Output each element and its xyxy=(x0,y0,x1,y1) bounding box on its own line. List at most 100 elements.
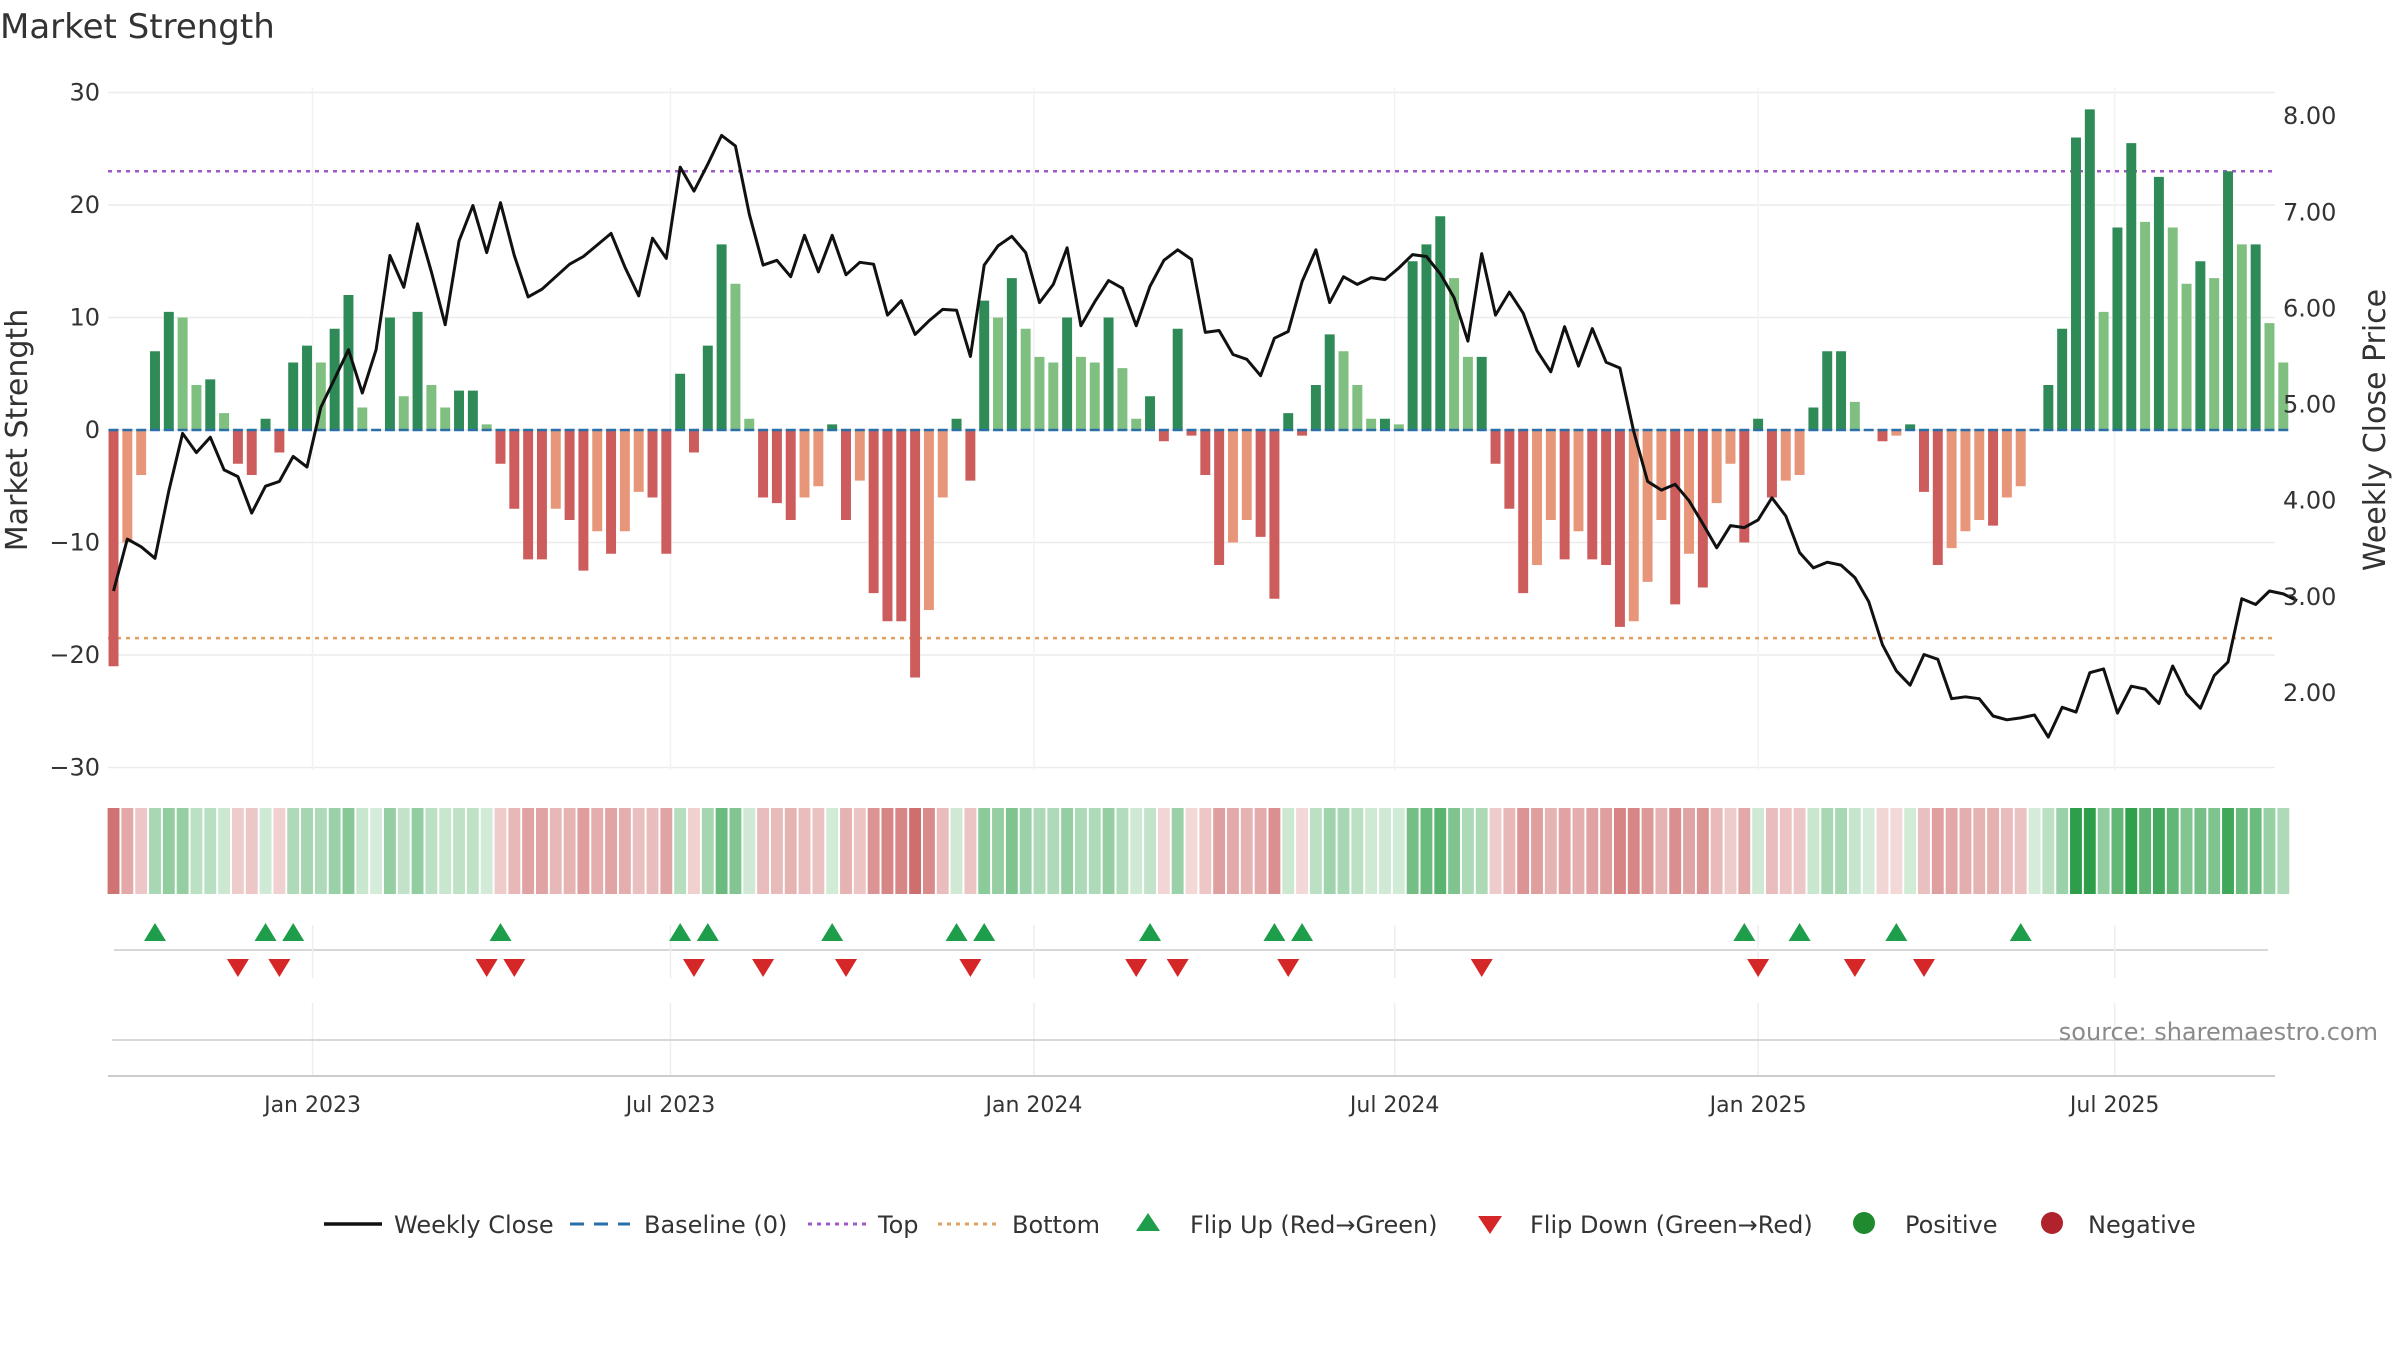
heat-cell xyxy=(826,808,839,894)
strength-bar xyxy=(1462,356,1473,430)
heat-cell xyxy=(1862,808,1875,894)
strength-bar xyxy=(619,430,630,532)
heat-cell xyxy=(176,808,189,894)
heat-cell xyxy=(1309,808,1322,894)
strength-bar xyxy=(1960,430,1971,532)
strength-bar xyxy=(1670,430,1681,605)
strength-bar xyxy=(1131,418,1142,430)
flip-up-marker xyxy=(254,923,277,941)
heat-cell xyxy=(1406,808,1419,894)
strength-bar xyxy=(1145,396,1156,430)
legend-label: Negative xyxy=(2088,1211,2196,1239)
strength-bar xyxy=(1891,430,1902,436)
heat-cell xyxy=(508,808,521,894)
strength-bar xyxy=(606,430,617,554)
strength-bar xyxy=(1946,430,1957,549)
strength-bar xyxy=(1449,278,1460,430)
heat-cell xyxy=(950,808,963,894)
strength-bar xyxy=(481,424,492,430)
strength-bar xyxy=(1697,430,1708,588)
heat-cell xyxy=(1365,808,1378,894)
heat-cell xyxy=(646,808,659,894)
strength-bar xyxy=(302,345,312,430)
legend-item: Bottom xyxy=(938,1211,1100,1239)
strength-bar xyxy=(1849,401,1860,430)
strength-bar xyxy=(219,413,230,430)
legend-item: Negative xyxy=(2041,1211,2196,1239)
strength-bar xyxy=(509,430,520,509)
x-tick-label: Jul 2024 xyxy=(1348,1093,1440,1118)
flip-up-marker xyxy=(1885,923,1908,941)
strength-bar xyxy=(868,430,879,594)
right-tick-label: 4.00 xyxy=(2283,487,2336,515)
strength-bar xyxy=(827,424,838,430)
heat-cell xyxy=(1296,808,1309,894)
strength-bar xyxy=(1545,430,1556,520)
strength-bar xyxy=(675,373,686,430)
flip-down-marker xyxy=(503,959,526,977)
strength-bar xyxy=(2209,278,2220,430)
heat-cell xyxy=(121,808,134,894)
heat-cell xyxy=(1144,808,1156,894)
strength-bar xyxy=(2181,283,2192,430)
strength-bar xyxy=(2264,323,2275,430)
flip-down-marker xyxy=(475,959,498,977)
strength-bar xyxy=(1062,317,1073,430)
strength-bar xyxy=(1200,430,1211,475)
strength-bar xyxy=(1905,424,1916,430)
heat-cell xyxy=(1351,808,1364,894)
strength-bar xyxy=(1711,430,1722,504)
strength-bar xyxy=(2278,362,2289,430)
strength-bar xyxy=(122,430,133,543)
strength-bar xyxy=(1172,328,1183,430)
heat-cell xyxy=(1074,808,1087,894)
legend-circle-swatch xyxy=(2041,1212,2063,1234)
strength-bar xyxy=(136,430,147,475)
heat-cell xyxy=(259,808,272,894)
heat-cell xyxy=(287,808,300,894)
strength-bar xyxy=(260,418,271,430)
left-tick-label: −20 xyxy=(49,641,100,669)
flip-down-marker xyxy=(1166,959,1189,977)
heat-cell xyxy=(245,808,258,894)
heat-cell xyxy=(1337,808,1350,894)
strength-bar xyxy=(1725,430,1736,464)
strength-bar xyxy=(2084,109,2095,430)
heat-cell xyxy=(2097,808,2110,894)
heat-cell xyxy=(383,808,396,894)
strength-bar xyxy=(412,311,423,430)
weekly-close-series xyxy=(112,133,2298,739)
legend-label: Flip Up (Red→Green) xyxy=(1190,1211,1438,1239)
strength-bar xyxy=(716,244,727,430)
heat-cell xyxy=(149,808,161,894)
flip-markers-panel xyxy=(114,923,2268,978)
strength-bar xyxy=(2223,171,2233,430)
heat-cell xyxy=(1475,808,1488,894)
heat-cell xyxy=(1157,808,1170,894)
strength-bar xyxy=(2043,385,2054,430)
heat-cell xyxy=(1821,808,1834,894)
heat-cell xyxy=(1724,808,1737,894)
strength-bar xyxy=(1338,351,1349,430)
heat-cell xyxy=(715,808,728,894)
heat-cell xyxy=(480,808,493,894)
flip-down-marker xyxy=(268,959,291,977)
heat-cell xyxy=(798,808,811,894)
heat-cell xyxy=(204,808,217,894)
strength-bar xyxy=(2015,430,2026,487)
strength-bar xyxy=(1573,430,1584,532)
heat-cell xyxy=(370,808,383,894)
strength-bar xyxy=(813,430,824,487)
heat-cell xyxy=(1793,808,1806,894)
strength-bar xyxy=(1614,430,1625,627)
heat-cell xyxy=(2042,808,2055,894)
heat-cell xyxy=(425,808,438,894)
heat-cell xyxy=(2070,808,2082,894)
heat-cell xyxy=(2235,808,2248,894)
heat-cell xyxy=(1683,808,1695,894)
heat-cell xyxy=(231,808,244,894)
heat-cell xyxy=(1517,808,1530,894)
heat-cell xyxy=(1130,808,1143,894)
heat-cell xyxy=(1752,808,1765,894)
heat-cell xyxy=(1669,808,1682,894)
